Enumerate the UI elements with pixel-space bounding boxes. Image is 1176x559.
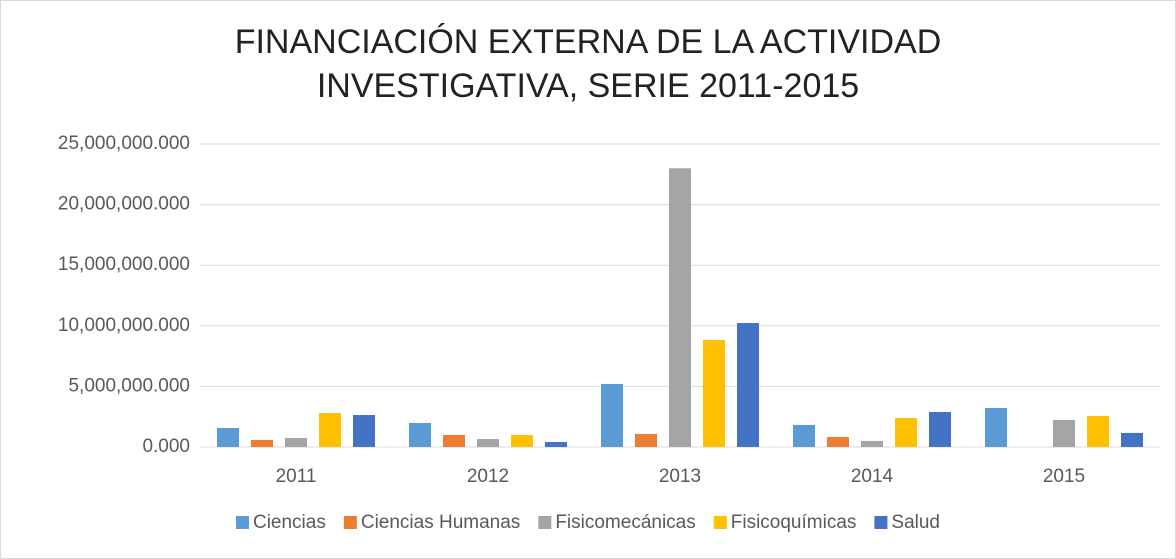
legend-swatch: [874, 516, 888, 529]
bar: [443, 435, 465, 447]
bar: [1121, 432, 1143, 447]
bar: [929, 411, 951, 447]
bar: [319, 413, 341, 447]
legend-label: Fisicomecánicas: [555, 512, 695, 533]
legend-label: Salud: [891, 512, 940, 533]
y-tick-label: 25,000,000.000: [58, 133, 190, 154]
bar: [635, 434, 657, 447]
bar: [827, 436, 849, 447]
y-tick-label: 5,000,000.000: [68, 375, 190, 396]
x-tick-label: 2011: [276, 466, 317, 487]
x-tick-label: 2013: [659, 466, 701, 487]
legend-swatch: [235, 516, 249, 529]
bar: [545, 442, 567, 447]
bar: [737, 323, 759, 447]
legend-label: Fisicoquímicas: [731, 512, 857, 533]
x-tick-label: 2015: [1043, 466, 1085, 487]
bar: [511, 435, 533, 447]
bar: [985, 407, 1007, 447]
legend-swatch: [713, 516, 727, 529]
legend-swatch: [343, 516, 357, 529]
y-tick-label: 15,000,000.000: [58, 254, 190, 275]
y-tick-label: 0.000: [142, 436, 190, 457]
bar: [217, 427, 239, 447]
x-tick-label: 2012: [467, 466, 509, 487]
bar: [251, 439, 273, 447]
bar: [353, 415, 375, 447]
chart-title: FINANCIACIÓN EXTERNA DE LA ACTIVIDAD INV…: [234, 23, 942, 105]
legend-swatch: [538, 516, 552, 529]
x-tick-label: 2014: [851, 466, 894, 487]
bar: [601, 383, 623, 447]
legend-label: Ciencias Humanas: [361, 512, 520, 533]
bar: [1087, 415, 1109, 447]
y-tick-label: 20,000,000.000: [58, 194, 190, 215]
bar: [703, 339, 725, 447]
bar: [861, 440, 883, 447]
bar: [409, 423, 431, 447]
bar: [285, 438, 307, 447]
bar: [895, 418, 917, 447]
bar: [1053, 419, 1075, 447]
y-tick-label: 10,000,000.000: [58, 315, 190, 336]
bar: [793, 424, 815, 447]
bar: [477, 439, 499, 447]
legend-label: Ciencias: [253, 512, 326, 533]
bar: [669, 168, 691, 448]
